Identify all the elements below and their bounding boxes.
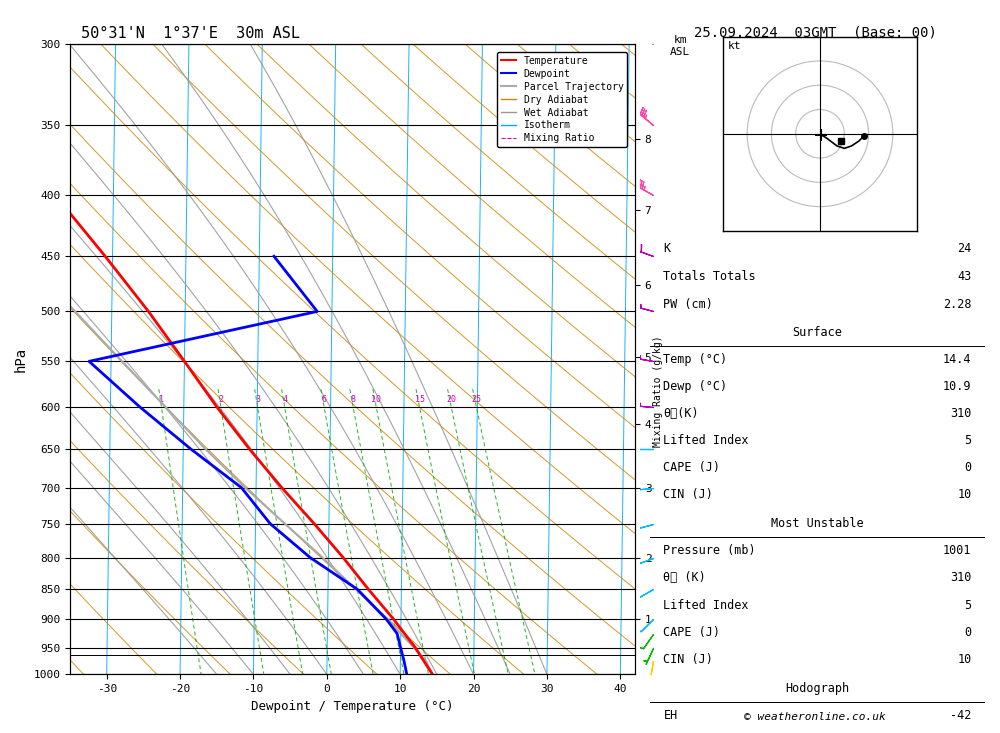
- Text: Totals Totals: Totals Totals: [663, 270, 756, 283]
- Text: kt: kt: [728, 41, 741, 51]
- Text: 24: 24: [957, 242, 972, 255]
- Text: 4: 4: [282, 395, 287, 405]
- Text: 50°31'N  1°37'E  30m ASL: 50°31'N 1°37'E 30m ASL: [81, 26, 300, 42]
- Text: © weatheronline.co.uk: © weatheronline.co.uk: [744, 712, 886, 722]
- Text: 10: 10: [957, 488, 972, 501]
- Y-axis label: km
ASL: km ASL: [670, 35, 690, 56]
- Text: 15: 15: [415, 395, 425, 405]
- Text: EH: EH: [663, 710, 678, 723]
- Text: 10: 10: [371, 395, 381, 405]
- Text: 43: 43: [957, 270, 972, 283]
- Text: 0: 0: [964, 461, 972, 474]
- Text: θᴇ (K): θᴇ (K): [663, 572, 706, 584]
- Text: K: K: [663, 242, 671, 255]
- Text: Temp (°C): Temp (°C): [663, 353, 728, 366]
- Text: 5: 5: [964, 599, 972, 611]
- Text: 25: 25: [471, 395, 481, 405]
- Legend: Temperature, Dewpoint, Parcel Trajectory, Dry Adiabat, Wet Adiabat, Isotherm, Mi: Temperature, Dewpoint, Parcel Trajectory…: [497, 52, 627, 147]
- Text: -42: -42: [950, 710, 972, 723]
- Text: CIN (J): CIN (J): [663, 653, 713, 666]
- Text: PW (cm): PW (cm): [663, 298, 713, 311]
- Text: Mixing Ratio (g/kg): Mixing Ratio (g/kg): [653, 335, 663, 446]
- Text: 0: 0: [964, 626, 972, 638]
- Text: 8: 8: [351, 395, 356, 405]
- Text: 310: 310: [950, 407, 972, 420]
- Text: Dewp (°C): Dewp (°C): [663, 380, 728, 393]
- Text: 1: 1: [159, 395, 164, 405]
- Y-axis label: hPa: hPa: [14, 347, 28, 372]
- Text: Lifted Index: Lifted Index: [663, 599, 749, 611]
- Text: Pressure (mb): Pressure (mb): [663, 545, 756, 557]
- Text: Hodograph: Hodograph: [785, 682, 850, 695]
- Text: 14.4: 14.4: [943, 353, 972, 366]
- Text: 5: 5: [964, 434, 972, 447]
- Text: 2.28: 2.28: [943, 298, 972, 311]
- Text: 20: 20: [446, 395, 456, 405]
- Text: Most Unstable: Most Unstable: [771, 517, 864, 530]
- Text: 2: 2: [218, 395, 223, 405]
- Text: 10.9: 10.9: [943, 380, 972, 393]
- Text: θᴇ(K): θᴇ(K): [663, 407, 699, 420]
- Text: 25.09.2024  03GMT  (Base: 00): 25.09.2024 03GMT (Base: 00): [694, 26, 936, 40]
- Text: 6: 6: [322, 395, 327, 405]
- Text: 3: 3: [255, 395, 260, 405]
- Text: CAPE (J): CAPE (J): [663, 461, 720, 474]
- Text: Surface: Surface: [793, 326, 842, 339]
- Text: 310: 310: [950, 572, 972, 584]
- X-axis label: Dewpoint / Temperature (°C): Dewpoint / Temperature (°C): [251, 699, 454, 712]
- Text: CAPE (J): CAPE (J): [663, 626, 720, 638]
- Text: CIN (J): CIN (J): [663, 488, 713, 501]
- Text: 10: 10: [957, 653, 972, 666]
- Text: Lifted Index: Lifted Index: [663, 434, 749, 447]
- Text: 1001: 1001: [943, 545, 972, 557]
